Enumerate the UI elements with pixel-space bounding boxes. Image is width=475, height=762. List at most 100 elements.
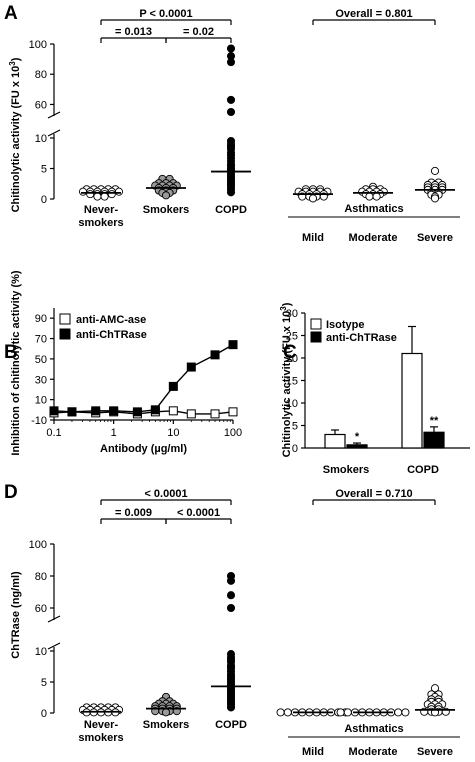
data-point [430, 194, 440, 203]
data-marker [186, 409, 196, 419]
legend-label: anti-ChTRase [326, 332, 397, 344]
y-tick-label: -10 [31, 415, 47, 427]
category-label: Severe [417, 746, 453, 758]
data-point [276, 708, 285, 717]
data-point [226, 703, 236, 712]
bar [346, 444, 368, 449]
data-marker [109, 406, 119, 416]
x-tick-label: 1 [111, 427, 117, 439]
axis-break-mark [47, 642, 61, 650]
x-tick-label: 10 [167, 427, 179, 439]
significance-label: P < 0.0001 [139, 8, 192, 20]
significance-label: = 0.009 [115, 507, 152, 519]
data-marker [67, 407, 77, 417]
y-tick-label: 90 [35, 313, 47, 325]
y-axis-label: Inhibition of chitinolytic activity (%) [10, 270, 22, 456]
y-tick-label: 30 [286, 308, 298, 320]
significance-label: < 0.0001 [144, 488, 187, 500]
series-line [53, 410, 234, 415]
y-tick-label: 60 [35, 99, 47, 111]
y-tick-label: 70 [35, 334, 47, 346]
category-label: Moderate [349, 232, 398, 244]
y-tick-label: 5 [292, 421, 298, 433]
data-marker [49, 406, 59, 416]
data-marker [168, 406, 178, 416]
significance-label: < 0.0001 [177, 507, 220, 519]
bar [401, 352, 423, 449]
y-tick-label: 80 [35, 571, 47, 583]
data-point [78, 187, 88, 196]
significance-star: * [355, 431, 360, 443]
x-tick-label: 0.1 [46, 427, 61, 439]
panel-label-B: B [4, 342, 18, 363]
data-marker [168, 381, 178, 391]
y-tick-label: 15 [286, 376, 298, 388]
category-label: Severe [417, 232, 453, 244]
significance-label: = 0.02 [183, 26, 214, 38]
y-axis-label: Chitinolytic activity (FU x 103) [8, 57, 23, 212]
data-marker [91, 406, 101, 416]
y-tick-label: 0 [41, 194, 47, 206]
axis-break-mark [47, 615, 61, 623]
y-tick-label: 100 [29, 39, 47, 51]
y-tick-label: 0 [292, 443, 298, 455]
y-tick-label: 80 [35, 69, 47, 81]
category-label-line2: smokers [78, 217, 123, 229]
axis-break-mark [47, 111, 61, 119]
data-marker [228, 407, 238, 417]
data-point [107, 190, 116, 199]
legend-label: anti-AMC-ase [76, 314, 146, 326]
category-label: COPD [215, 719, 247, 731]
panel-label-A: A [4, 3, 18, 24]
y-tick-label: 0 [41, 708, 47, 720]
data-point [343, 708, 352, 717]
x-tick-label: 100 [224, 427, 242, 439]
group-title: Asthmatics [344, 723, 403, 735]
data-point [161, 191, 171, 200]
category-label: Smokers [143, 204, 189, 216]
data-marker [132, 407, 142, 417]
x-axis-label: Antibody (µg/ml) [100, 443, 187, 455]
data-marker [210, 350, 220, 360]
significance-label: = 0.013 [115, 26, 152, 38]
y-tick-label: 60 [35, 603, 47, 615]
y-tick-label: 100 [29, 539, 47, 551]
category-label: COPD [215, 204, 247, 216]
y-axis-label: Chitinolytic activity (FU x 103) [279, 302, 294, 457]
y-tick-label: 10 [35, 395, 47, 407]
panel-label-D: D [4, 482, 18, 503]
series-line [53, 344, 234, 413]
legend-swatch [59, 328, 71, 340]
legend-swatch [310, 318, 322, 330]
data-point [308, 194, 318, 203]
data-point [93, 192, 102, 201]
legend-label: Isotype [326, 319, 365, 331]
data-point [226, 95, 236, 104]
y-tick-label: 10 [35, 646, 47, 658]
y-tick-label: 5 [41, 677, 47, 689]
y-tick-label: 30 [35, 374, 47, 386]
group-title: Asthmatics [344, 203, 403, 215]
data-point [283, 708, 292, 717]
data-marker [150, 405, 160, 415]
data-point [336, 708, 345, 717]
significance-label: Overall = 0.801 [335, 8, 412, 20]
y-tick-label: 10 [286, 398, 298, 410]
data-point [372, 192, 381, 201]
category-label: Smokers [323, 464, 369, 476]
category-label-line2: smokers [78, 732, 123, 744]
category-label: COPD [407, 464, 439, 476]
significance-star: ** [430, 415, 439, 427]
legend-label: anti-ChTRase [76, 329, 147, 341]
y-tick-label: 10 [35, 133, 47, 145]
data-marker [186, 362, 196, 372]
data-point [401, 708, 410, 717]
y-tick-label: 25 [286, 331, 298, 343]
data-marker [210, 409, 220, 419]
category-label: Mild [302, 746, 324, 758]
category-label-line1: Never- [84, 204, 119, 216]
bar [423, 431, 445, 449]
category-label-line1: Never- [84, 719, 119, 731]
category-label: Moderate [349, 746, 398, 758]
y-tick-label: 20 [286, 353, 298, 365]
